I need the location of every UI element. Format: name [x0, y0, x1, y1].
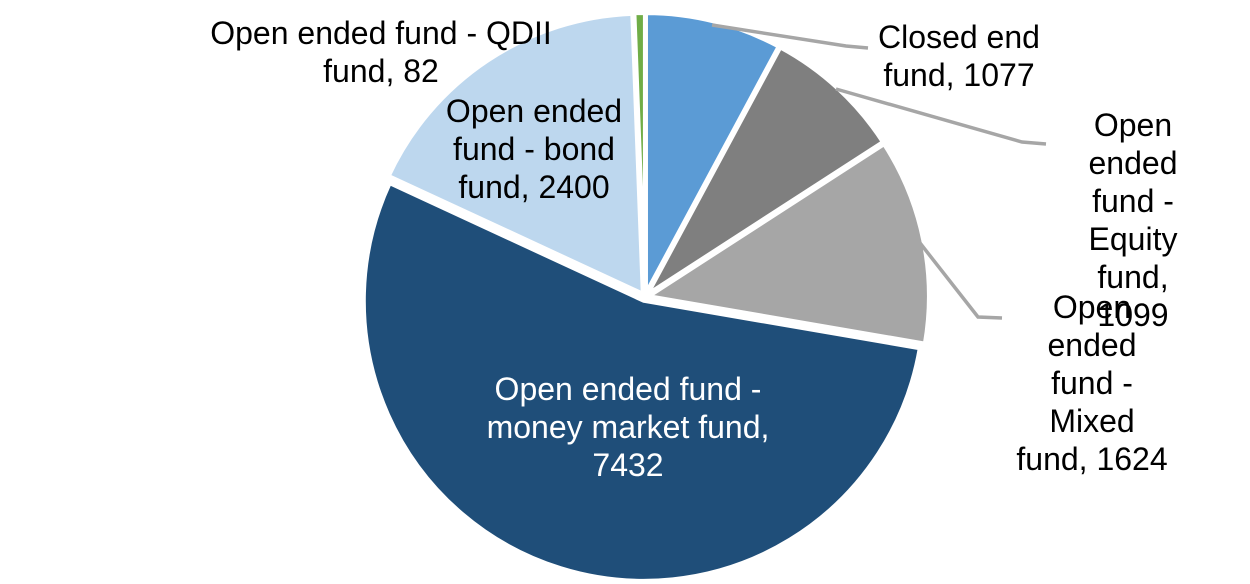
- label-closed-end-fund: Closed end fund, 1077: [878, 19, 1040, 93]
- pie-slice-0: [643, 11, 781, 296]
- label-open-ended-money-market-fund: Open ended fund - money market fund, 743…: [486, 371, 770, 483]
- label-open-ended-equity-fund: Open ended fund - Equity fund, 1099: [1088, 107, 1178, 333]
- leader-line-1: [835, 87, 1047, 146]
- label-open-ended-qdii-fund: Open ended fund - QDII fund, 82: [210, 15, 552, 89]
- pie-slice-5: [632, 11, 647, 296]
- pie-slice-3: [361, 181, 922, 583]
- pie-slice-4: [386, 11, 645, 296]
- label-open-ended-bond-fund: Open ended fund - bond fund, 2400: [445, 93, 623, 205]
- label-open-ended-mixed-fund: Open ended fund - Mixed fund, 1624: [1016, 289, 1168, 477]
- pie-slice-2: [646, 142, 931, 346]
- leader-line-0: [711, 23, 869, 50]
- leader-line-2: [918, 241, 1003, 320]
